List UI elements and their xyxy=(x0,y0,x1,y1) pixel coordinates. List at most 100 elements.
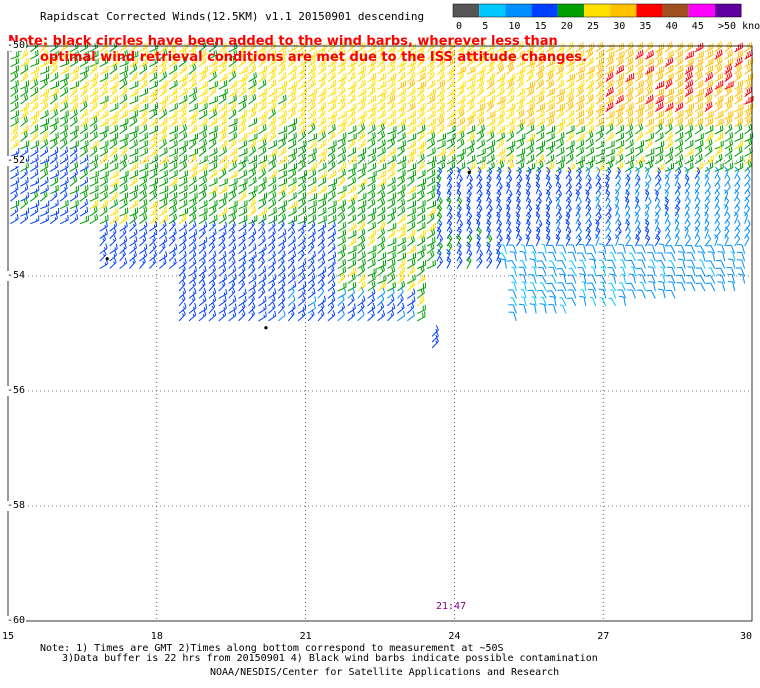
wind-barb xyxy=(676,244,686,254)
wind-barb xyxy=(149,125,159,135)
wind-barb xyxy=(89,185,99,195)
wind-barb xyxy=(727,280,736,292)
wind-barb xyxy=(615,42,625,53)
wind-barb xyxy=(436,226,442,239)
wind-barb xyxy=(645,49,654,60)
wind-barb xyxy=(407,94,416,105)
wind-barb xyxy=(168,154,178,165)
wind-barb xyxy=(208,220,216,232)
wind-barb xyxy=(625,181,631,195)
wind-barb xyxy=(684,94,694,105)
wind-barb xyxy=(119,213,128,225)
wind-barb xyxy=(377,94,386,105)
wind-barb xyxy=(674,94,684,105)
wind-barb xyxy=(218,207,228,217)
wind-barb xyxy=(476,204,483,217)
wind-barb xyxy=(456,101,465,113)
wind-barb xyxy=(387,228,396,240)
wind-barb xyxy=(238,184,247,195)
wind-barb xyxy=(658,243,666,254)
wind-barb xyxy=(436,64,446,75)
wind-barb xyxy=(456,42,466,53)
wind-barb xyxy=(724,80,734,90)
wind-barb xyxy=(248,125,258,135)
wind-barb xyxy=(694,181,701,195)
wind-barb xyxy=(208,169,218,180)
wind-barb xyxy=(595,86,604,98)
wind-barb xyxy=(426,88,436,98)
wind-barb xyxy=(724,182,731,195)
wind-barb xyxy=(654,211,660,224)
wind-barb xyxy=(149,64,158,75)
wind-barb xyxy=(595,124,605,135)
wind-barb xyxy=(168,71,178,83)
wind-barb xyxy=(397,229,406,240)
wind-barb xyxy=(387,207,396,217)
wind-barb xyxy=(397,190,405,202)
wind-barb xyxy=(694,123,703,135)
wind-barb xyxy=(605,234,612,247)
wind-barb xyxy=(545,166,551,180)
wind-barb xyxy=(625,102,634,113)
wind-barb xyxy=(426,155,437,165)
wind-barb xyxy=(258,207,267,217)
wind-barb xyxy=(605,79,614,90)
wind-barb xyxy=(684,50,694,60)
wind-barb xyxy=(49,190,58,202)
wind-barb xyxy=(317,116,327,127)
wind-barb xyxy=(377,102,386,113)
wind-barb xyxy=(268,310,277,322)
wind-barb xyxy=(694,196,701,209)
wind-barb xyxy=(496,49,505,60)
wind-barb xyxy=(129,199,139,210)
wind-barb xyxy=(635,146,644,157)
wind-barb xyxy=(327,50,337,60)
wind-barb xyxy=(119,153,128,165)
wind-barb xyxy=(664,116,674,127)
wind-barb xyxy=(99,110,109,120)
wind-barb xyxy=(297,102,307,113)
wind-barb xyxy=(694,50,704,60)
wind-barb xyxy=(585,94,594,105)
wind-barb xyxy=(568,244,577,254)
wind-barb xyxy=(139,228,148,240)
wind-barb xyxy=(436,115,445,127)
wind-barb xyxy=(109,116,118,127)
wind-barb xyxy=(535,57,545,68)
wind-barb xyxy=(655,132,664,142)
wind-barb xyxy=(139,147,148,157)
wind-barb xyxy=(416,236,426,247)
wind-barb xyxy=(734,71,743,83)
wind-barb xyxy=(149,228,158,240)
wind-barb xyxy=(198,190,207,202)
wind-barb xyxy=(327,258,336,269)
wind-barb xyxy=(149,88,159,98)
wind-barb xyxy=(595,212,602,225)
wind-barb xyxy=(268,228,276,239)
wind-barb xyxy=(40,88,49,98)
wind-barb xyxy=(565,196,572,209)
wind-barb xyxy=(357,168,366,180)
wind-barb xyxy=(89,214,99,225)
wind-barb xyxy=(708,267,716,277)
wind-barb xyxy=(30,49,39,60)
wind-barb xyxy=(268,176,277,187)
wind-barb xyxy=(416,304,426,314)
wind-barb xyxy=(317,154,327,165)
wind-barb xyxy=(476,86,485,97)
wind-barb xyxy=(188,272,197,284)
wind-barb xyxy=(159,199,168,210)
wind-barb xyxy=(258,161,267,172)
wind-barb xyxy=(466,204,471,217)
wind-barb xyxy=(456,138,465,150)
wind-barb xyxy=(486,95,496,105)
wind-barb xyxy=(218,279,226,292)
wind-barb xyxy=(377,88,387,98)
wind-barb xyxy=(416,145,425,157)
wind-barb xyxy=(499,252,507,262)
wind-barb xyxy=(327,200,337,210)
wind-barb xyxy=(694,64,703,75)
wind-barb xyxy=(595,57,605,68)
wind-barb xyxy=(456,125,466,135)
